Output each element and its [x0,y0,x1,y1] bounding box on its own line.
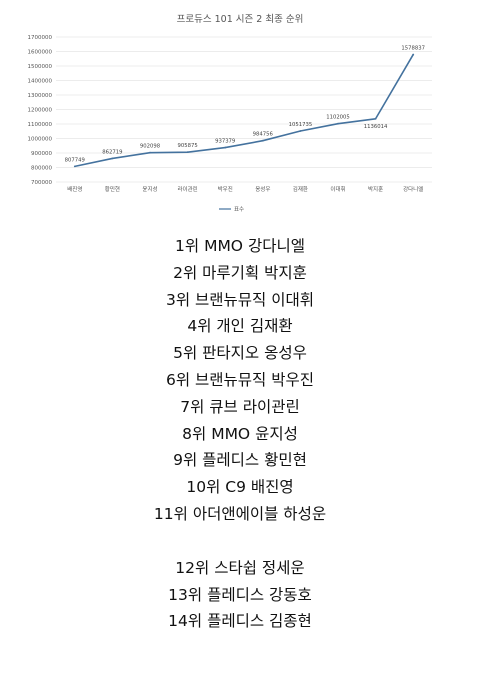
ranking-item: 11위 아더앤에이블 하성운 [153,505,327,523]
y-tick-label: 1400000 [28,79,53,85]
x-tick-label: 김재환 [293,185,308,193]
data-point [186,151,189,154]
data-label: 1578837 [401,46,425,52]
gridlines [56,36,432,183]
data-point [73,165,76,168]
data-label: 937379 [215,139,235,145]
data-label: 984756 [253,132,274,138]
data-label: 902098 [140,144,161,150]
ranking-item: 1위 MMO 강다니엘 [175,237,305,255]
y-tick-label: 800000 [31,166,52,172]
x-tick-label: 윤지성 [142,185,157,193]
data-point [374,117,377,120]
ranking-item: 7위 큐브 라이관린 [180,397,300,416]
y-tick-label: 1000000 [28,137,53,143]
x-tick-label: 배진영 [67,185,82,193]
data-point [261,139,264,142]
chart-title: 프로듀스 101 시즌 2 최종 순위 [177,13,304,25]
ranking-item: 4위 개인 김재환 [187,317,293,336]
x-tick-label: 강다니엘 [403,185,423,193]
legend: 표수 [219,206,244,213]
x-tick-label: 황민현 [105,185,120,193]
data-point [299,130,302,132]
ranking-item: 13위 플레디스 강동호 [168,585,312,604]
y-tick-label: 1500000 [28,64,53,70]
x-tick-label: 옹성우 [255,185,270,193]
ranking-item: 14위 플레디스 김종현 [168,612,312,631]
data-point [149,151,151,154]
data-labels: 807749 862719 902098 905875 937379 984756 1051… [65,46,425,164]
data-label: 1051735 [289,122,313,128]
data-point [337,122,339,125]
data-label: 905875 [177,143,197,149]
ranking-item: 12위 스타쉽 정세운 [175,558,305,577]
ranking-item: 3위 브랜뉴뮤직 이대휘 [165,290,315,309]
x-tick-label: 라이관린 [177,185,197,193]
data-label: 1102005 [326,115,350,121]
y-tick-label: 700000 [31,180,52,186]
ranking-item: 5위 판타지오 옹성우 [173,344,307,363]
ranking-item: 8위 MMO 윤지성 [182,424,298,443]
series-line [74,54,414,168]
data-point [224,146,227,149]
data-point [111,157,114,160]
y-tick-label: 1100000 [28,122,53,128]
x-tick-label: 박우진 [218,185,233,193]
data-point [412,53,415,56]
x-tick-label: 이대휘 [330,185,345,193]
y-tick-label: 1600000 [28,50,53,56]
y-axis-ticks: 1700000 1600000 1500000 1400000 1300000 12000… [28,35,53,186]
ranking-item: 10위 C9 배진영 [186,478,294,497]
data-label: 862719 [102,149,122,155]
data-label: 807749 [65,157,85,163]
x-tick-label: 박지훈 [368,185,383,193]
x-axis-ticks: 배진영 황민현 윤지성 라이관린 박우진 옹성우 김재환 이대휘 박지훈 강다니엘 [67,185,423,193]
ranking-item: 2위 마루기획 박지훈 [173,263,307,282]
data-label: 1136014 [364,124,388,130]
legend-label: 표수 [234,206,244,213]
y-tick-label: 900000 [31,151,52,157]
vote-chart: 프로듀스 101 시즌 2 최종 순위 1700000 1600000 150000… [0,0,480,230]
series-votes [73,53,415,168]
y-tick-label: 1200000 [28,108,53,114]
line-chart: 프로듀스 101 시즌 2 최종 순위 1700000 1600000 150000… [28,13,432,213]
y-tick-label: 1700000 [28,35,53,41]
ranking-item: 6위 브랜뉴뮤직 박우진 [165,371,315,389]
ranking-item: 9위 플레디스 황민현 [173,451,307,470]
y-tick-label: 1300000 [28,93,53,99]
